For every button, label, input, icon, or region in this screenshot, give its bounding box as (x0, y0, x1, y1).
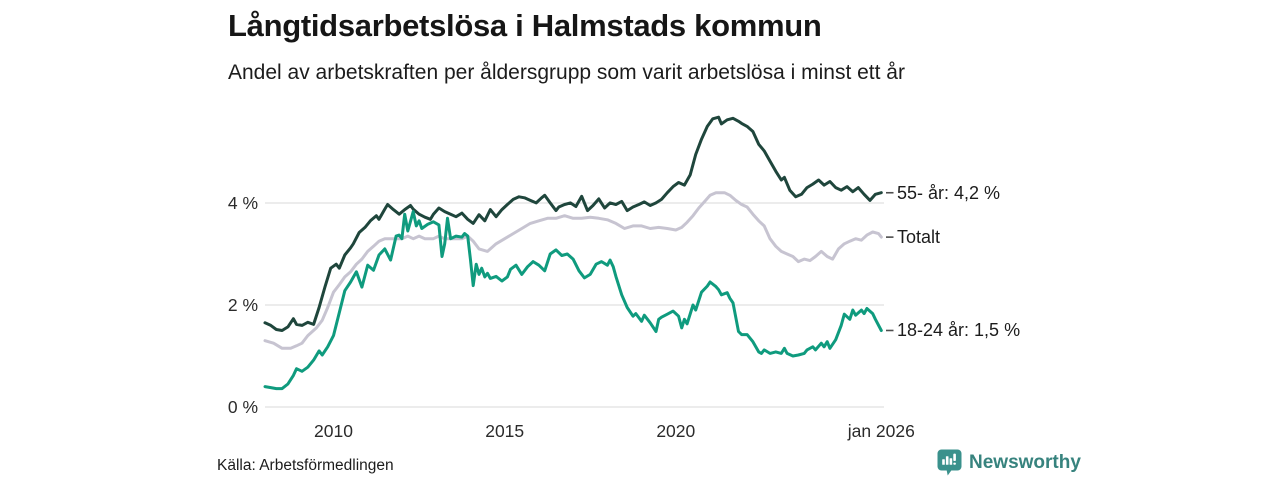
series-line-18-24-ar (263, 210, 883, 391)
series-line-totalt (263, 191, 883, 350)
brand-name: Newsworthy (969, 451, 1081, 473)
y-axis-label: 4 % (227, 192, 258, 213)
x-axis-label: 2015 (485, 421, 525, 441)
chart-title: Långtidsarbetslösa i Halmstads kommun (228, 8, 822, 43)
x-axis-label: jan 2026 (847, 421, 915, 441)
chart-subtitle: Andel av arbetskraften per åldersgrupp s… (228, 61, 905, 84)
series-label-18-24-ar: 18-24 år: 1,5 % (897, 320, 1021, 341)
y-axis-label: 2 % (227, 294, 258, 315)
series-label-55-ar: 55- år: 4,2 % (897, 182, 1001, 203)
y-axis-label: 0 % (227, 397, 258, 417)
series-line-55-ar (263, 115, 883, 332)
brand-lockup: Newsworthy (937, 449, 1081, 476)
x-axis-label: 2020 (656, 421, 696, 441)
newsworthy-logo-icon (937, 449, 962, 476)
series-label-totalt: Totalt (897, 227, 941, 248)
source-note: Källa: Arbetsförmedlingen (217, 457, 394, 474)
x-axis-label: 2010 (314, 421, 353, 441)
